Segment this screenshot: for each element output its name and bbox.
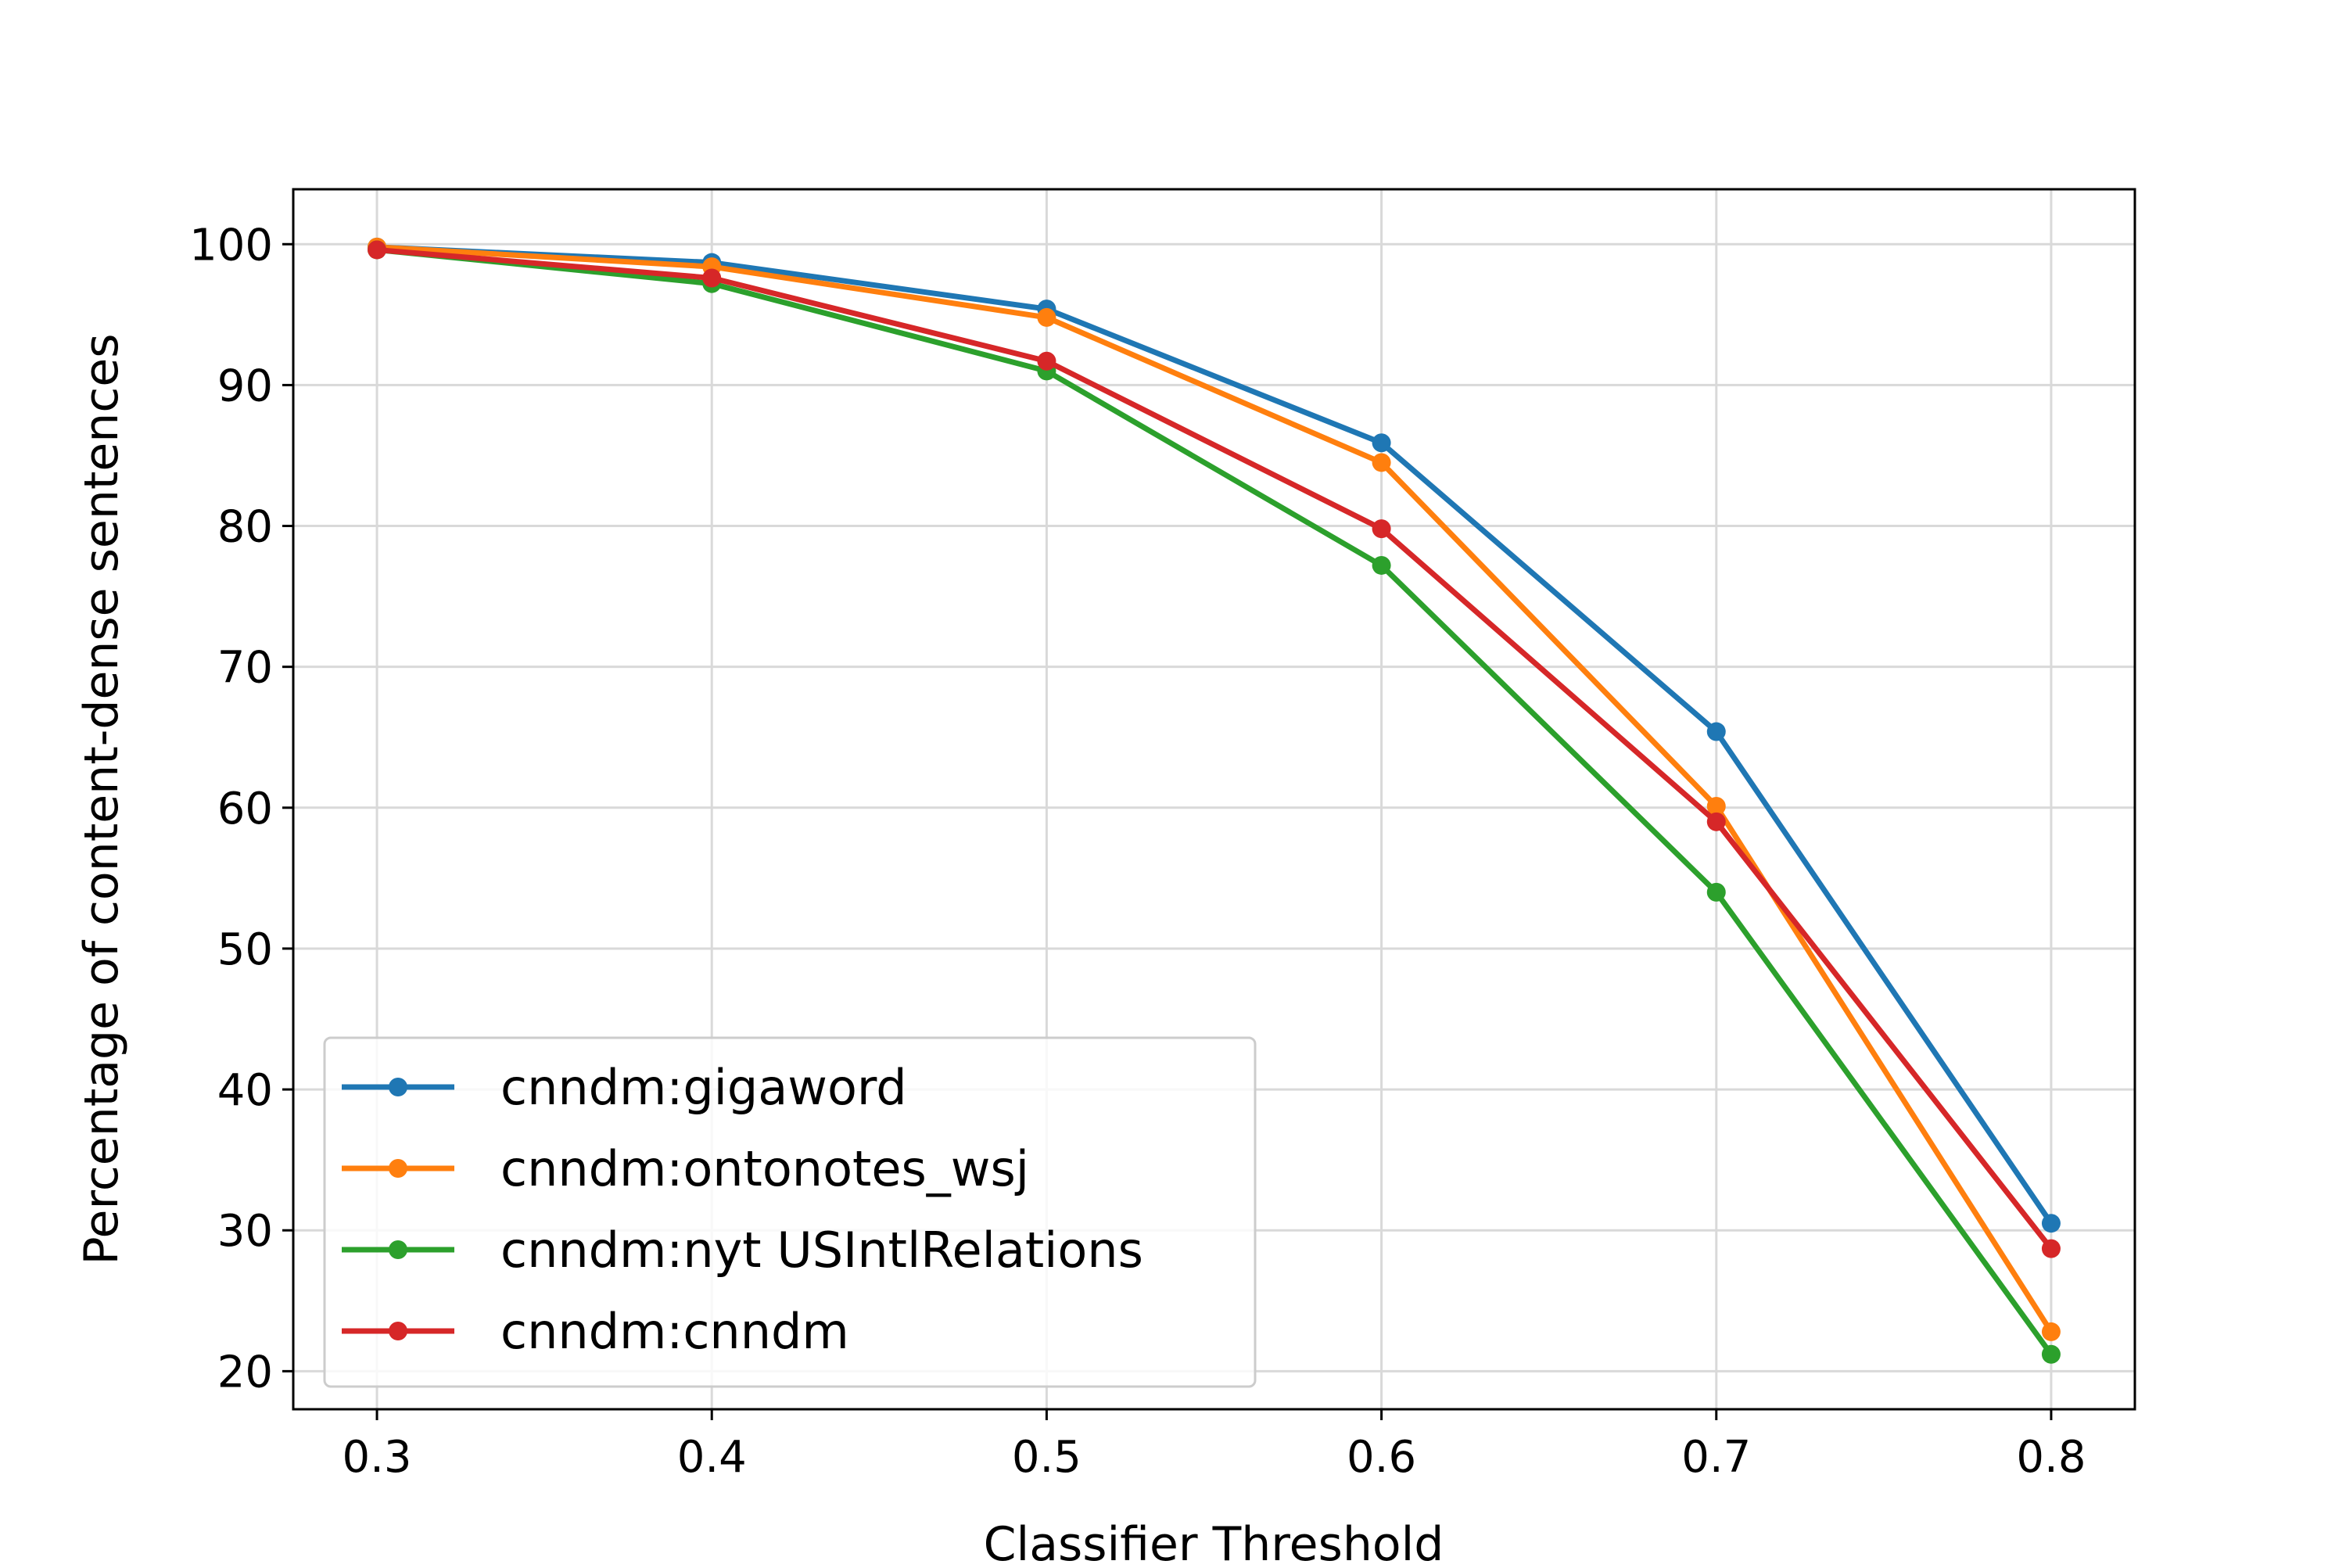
data-point [2041, 1239, 2061, 1258]
x-tick-label: 0.5 [1012, 1432, 1082, 1483]
series-4 [368, 240, 2061, 1258]
y-tick-label: 60 [217, 784, 273, 834]
data-point [702, 268, 722, 288]
legend-item: cnndm:nyt USIntlRelations [342, 1222, 1143, 1279]
x-tick-label: 0.6 [1347, 1432, 1416, 1483]
x-tick-label: 0.4 [677, 1432, 747, 1483]
legend: cnndm:gigaword cnndm:ontonotes_wsj cnndm:n… [323, 1036, 1257, 1388]
axis-ticks: 0.3 0.4 0.5 0.6 0.7 0.8 20 30 40 50 60 70 80 90 100 [189, 220, 2086, 1483]
data-point [1706, 797, 1726, 816]
series-line [374, 244, 2055, 1228]
y-tick-label: 50 [217, 924, 273, 975]
x-tick-label: 0.8 [2016, 1432, 2086, 1483]
y-tick-label: 90 [217, 361, 273, 411]
legend-label: cnndm:gigaword [500, 1059, 907, 1116]
legend-swatch-marker [389, 1078, 407, 1096]
y-tick-label: 40 [217, 1065, 273, 1116]
data-point [2041, 1214, 2061, 1233]
data-point [1372, 433, 1391, 453]
legend-label: cnndm:ontonotes_wsj [500, 1140, 1029, 1197]
x-axis-label: Classifier Threshold [984, 1517, 1444, 1564]
y-tick-label: 80 [217, 502, 273, 553]
legend-swatch-marker [389, 1240, 407, 1259]
legend-label: cnndm:nyt USIntlRelations [500, 1222, 1143, 1279]
y-axis-label: Percentage of content-dense sentences [74, 334, 129, 1265]
legend-item: cnndm:cnndm [342, 1303, 849, 1360]
legend-item: cnndm:ontonotes_wsj [342, 1140, 1029, 1197]
series-lines [368, 237, 2061, 1364]
data-point [1372, 555, 1391, 575]
x-tick-label: 0.3 [343, 1432, 412, 1483]
data-point [2041, 1322, 2061, 1341]
legend-item: cnndm:gigaword [342, 1059, 907, 1116]
data-point [1706, 882, 1726, 902]
legend-label: cnndm:cnndm [500, 1303, 849, 1360]
x-tick-label: 0.7 [1681, 1432, 1751, 1483]
data-point [1706, 722, 1726, 741]
data-point [1372, 519, 1391, 539]
data-point [1037, 307, 1056, 327]
legend-swatch-marker [389, 1322, 407, 1340]
data-point [2041, 1344, 2061, 1364]
series-line [374, 246, 2055, 1253]
y-tick-label: 100 [189, 220, 273, 271]
y-tick-label: 20 [217, 1347, 273, 1398]
legend-swatch-marker [389, 1159, 407, 1178]
plot-frame [292, 188, 2136, 1411]
data-point [1706, 812, 1726, 831]
data-point [1037, 351, 1056, 371]
legend-box [323, 1036, 1257, 1388]
y-tick-label: 30 [217, 1206, 273, 1257]
data-point [1372, 453, 1391, 472]
series-line [374, 246, 2055, 1358]
y-tick-label: 70 [217, 643, 273, 694]
data-point [368, 240, 387, 260]
